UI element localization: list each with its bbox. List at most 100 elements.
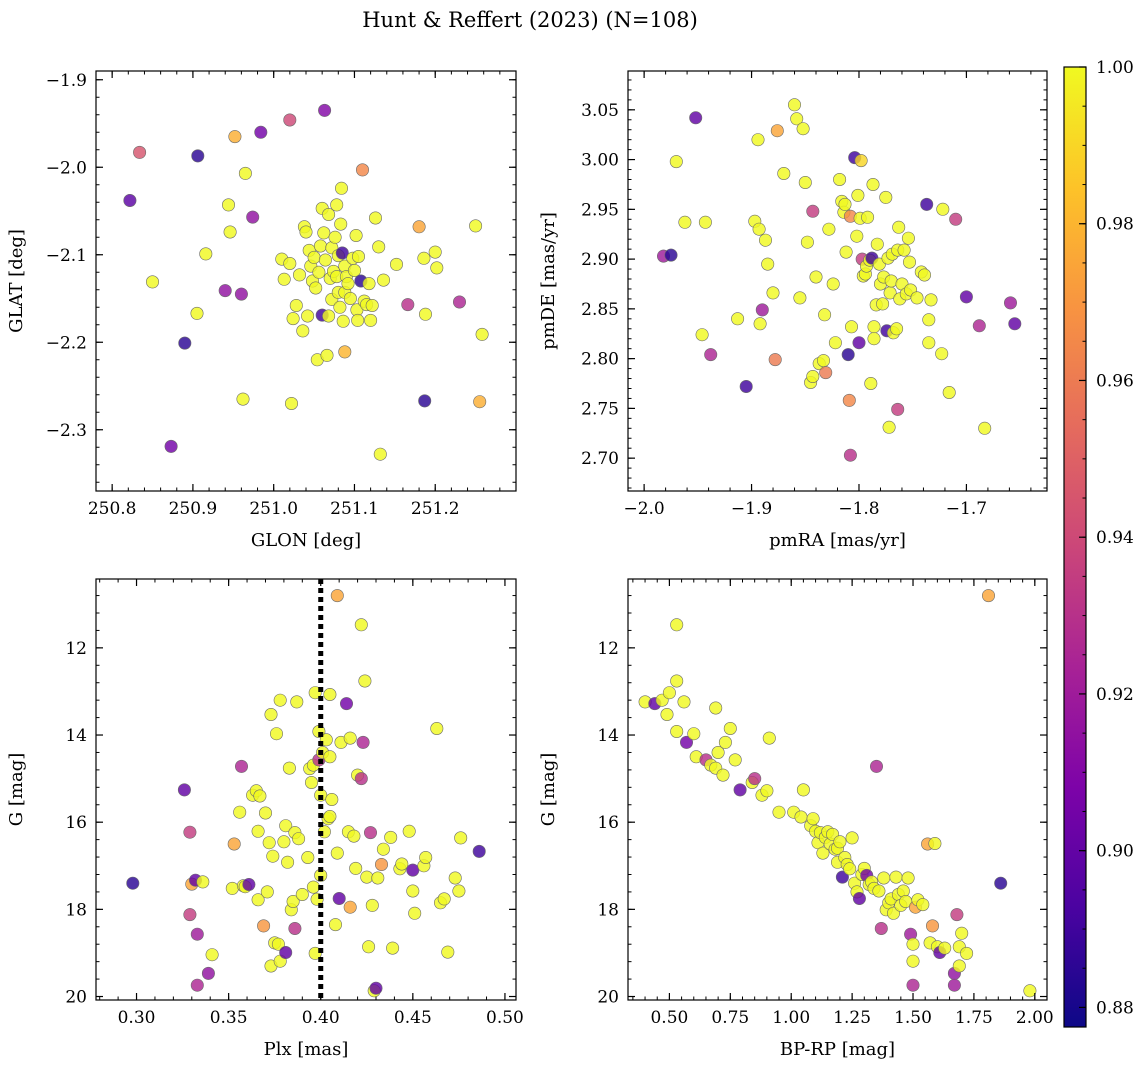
y-axis-label: GLAT [deg]: [6, 229, 27, 333]
scatter-point: [872, 884, 886, 898]
y-tick-label: −2.1: [46, 246, 87, 266]
scatter-point: [711, 745, 725, 759]
scatter-point: [942, 385, 956, 399]
scatter-point: [218, 284, 232, 298]
scatter-point: [251, 893, 265, 907]
scatter-point: [251, 824, 265, 838]
scatter-point: [762, 731, 776, 745]
scatter-point: [292, 832, 306, 846]
scatter-point: [362, 940, 376, 954]
scatter-point: [296, 324, 310, 338]
scatter-point: [843, 448, 857, 462]
scatter-point: [349, 861, 363, 875]
scatter-point: [890, 322, 904, 336]
scatter-point: [793, 291, 807, 305]
scatter-point: [286, 894, 300, 908]
y-tick-label: 14: [65, 726, 87, 746]
scatter-point: [430, 721, 444, 735]
x-tick-label: 0.30: [118, 1008, 156, 1028]
scatter-point: [164, 439, 178, 453]
scatter-point: [347, 263, 361, 277]
scatter-point: [364, 313, 378, 327]
scatter-point: [822, 222, 836, 236]
scatter-point: [354, 772, 368, 786]
scatter-point: [473, 395, 487, 409]
y-tick-label: 20: [597, 988, 619, 1008]
scatter-point: [301, 309, 315, 323]
scatter-point: [833, 835, 847, 849]
x-tick-label: 0.50: [486, 1008, 524, 1028]
scatter-point: [322, 309, 336, 323]
scatter-point: [955, 926, 969, 940]
scatter-point: [949, 212, 963, 226]
scatter-point: [861, 210, 875, 224]
panel-4: 0.50 0.75 1.00 1.25 1.50 1.75 2.00 12 14 16 18 20 BP…: [538, 578, 1054, 1060]
x-tick-label: −1.9: [731, 499, 772, 519]
scatter-point: [371, 871, 385, 885]
scatter-point: [419, 850, 433, 864]
scatter-point: [242, 877, 256, 891]
x-tick-label: 2.00: [1016, 1008, 1054, 1028]
y-tick-label: 3.05: [581, 101, 619, 121]
scatter-point: [264, 707, 278, 721]
scatter-point: [867, 320, 881, 334]
colorbar-tick-label: 1.00: [1096, 58, 1134, 78]
x-tick-label: 0.45: [394, 1008, 432, 1028]
scatter-point: [365, 298, 379, 312]
scatter-point: [341, 277, 355, 291]
scatter-point: [330, 846, 344, 860]
scatter-point: [901, 231, 915, 245]
scatter-point: [794, 810, 808, 824]
y-tick-label: 2.90: [581, 250, 619, 270]
scatter-point: [882, 420, 896, 434]
scatter-point: [258, 806, 272, 820]
scatter-point: [347, 829, 361, 843]
scatter-point: [363, 826, 377, 840]
scatter-point: [761, 257, 775, 271]
scatter-point: [343, 900, 357, 914]
scatter-point: [374, 857, 388, 871]
scatter-point: [306, 880, 320, 894]
colorbar-tick-label: 0.90: [1096, 842, 1134, 862]
scatter-point: [339, 697, 353, 711]
scatter-point: [402, 824, 416, 838]
scatter-point: [698, 215, 712, 229]
scatter-point: [768, 353, 782, 367]
x-tick-label: 251.1: [330, 499, 379, 519]
scatter-point: [288, 921, 302, 935]
scatter-point: [376, 273, 390, 287]
x-tick-label: −1.7: [946, 499, 987, 519]
scatter-point: [343, 291, 357, 305]
scatter-point: [335, 246, 349, 260]
points: [123, 103, 489, 461]
scatter-point: [902, 255, 916, 269]
scatter-point: [826, 277, 840, 291]
scatter-point: [418, 394, 432, 408]
scatter-point: [369, 981, 383, 995]
y-tick-label: 3.00: [581, 151, 619, 171]
scatter-point: [891, 402, 905, 416]
x-tick-label: 1.25: [833, 1008, 871, 1028]
scatter-point: [677, 695, 691, 709]
scatter-point: [290, 695, 304, 709]
colorbar: 0.88 0.90 0.92 0.94 0.96 0.98 1.00: [1063, 58, 1134, 1028]
scatter-point: [384, 830, 398, 844]
y-tick-label: −2.2: [46, 333, 87, 353]
x-axis-label: Plx [mas]: [264, 1039, 349, 1060]
scatter-point: [262, 836, 276, 850]
scatter-point: [828, 336, 842, 350]
scatter-point: [320, 348, 334, 362]
scatter-point: [257, 919, 271, 933]
scatter-point: [323, 750, 337, 764]
scatter-point: [1008, 317, 1022, 331]
y-tick-label: 16: [65, 813, 87, 833]
axes-frame: [95, 578, 517, 1001]
scatter-point: [839, 245, 853, 259]
x-tick-label: 251.0: [249, 499, 298, 519]
scatter-point: [333, 300, 347, 314]
colorbar-tick-label: 0.98: [1096, 215, 1134, 235]
scatter-point: [748, 772, 762, 786]
scatter-point: [469, 219, 483, 233]
scatter-point: [777, 167, 791, 181]
scatter-point: [368, 211, 382, 225]
